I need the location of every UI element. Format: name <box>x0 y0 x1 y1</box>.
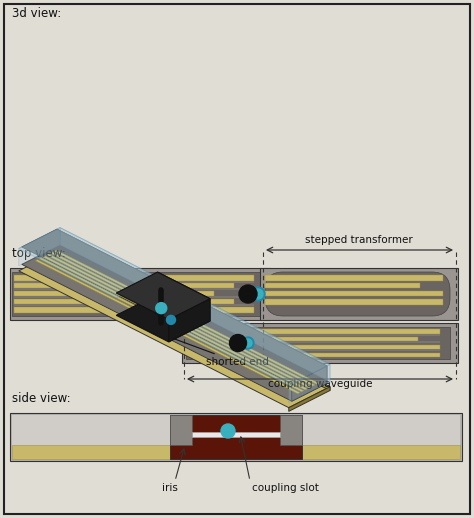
Polygon shape <box>19 227 60 266</box>
Bar <box>14 299 234 304</box>
Circle shape <box>156 303 167 313</box>
Text: coupling waveguide: coupling waveguide <box>268 379 372 389</box>
Polygon shape <box>116 294 210 342</box>
Circle shape <box>244 339 252 347</box>
Circle shape <box>229 335 246 352</box>
Bar <box>14 288 254 290</box>
Polygon shape <box>292 366 327 401</box>
Bar <box>170 415 192 445</box>
Circle shape <box>251 287 265 301</box>
Polygon shape <box>46 254 311 388</box>
FancyBboxPatch shape <box>265 272 450 316</box>
Text: coupling slot: coupling slot <box>252 483 319 493</box>
Bar <box>260 268 458 320</box>
Polygon shape <box>60 227 157 294</box>
Circle shape <box>242 337 254 349</box>
Polygon shape <box>54 250 319 384</box>
Text: 3d view:: 3d view: <box>12 7 61 20</box>
Bar <box>302 415 460 459</box>
Text: side view:: side view: <box>12 392 71 405</box>
Bar <box>12 445 460 459</box>
Bar <box>188 329 440 334</box>
Polygon shape <box>116 272 210 320</box>
Circle shape <box>253 289 263 299</box>
Polygon shape <box>169 299 210 342</box>
Bar <box>265 291 443 296</box>
Circle shape <box>221 424 235 438</box>
Bar <box>192 432 280 437</box>
Bar <box>265 283 420 288</box>
Polygon shape <box>19 227 157 298</box>
Bar <box>182 323 458 363</box>
Polygon shape <box>60 250 330 391</box>
Bar <box>14 283 234 288</box>
Bar <box>12 415 170 459</box>
Bar <box>188 341 440 343</box>
Bar <box>188 353 440 357</box>
Polygon shape <box>39 257 304 392</box>
Polygon shape <box>50 252 315 386</box>
Circle shape <box>239 285 257 303</box>
Bar <box>14 296 254 298</box>
Bar <box>170 415 302 459</box>
Bar <box>188 345 440 350</box>
Polygon shape <box>22 229 327 384</box>
Bar <box>14 307 254 313</box>
Polygon shape <box>57 229 327 383</box>
Bar <box>12 272 266 316</box>
Text: stepped transformer: stepped transformer <box>305 235 413 245</box>
Bar <box>280 415 302 445</box>
Bar <box>188 337 418 341</box>
Bar <box>188 349 440 351</box>
Bar <box>10 413 462 461</box>
Bar <box>14 291 214 296</box>
Polygon shape <box>22 247 327 401</box>
Text: shorted end: shorted end <box>155 332 269 367</box>
Bar <box>265 299 443 305</box>
Polygon shape <box>19 250 330 408</box>
Polygon shape <box>169 304 330 385</box>
Text: top view:: top view: <box>12 247 66 260</box>
Text: iris: iris <box>162 483 178 493</box>
Circle shape <box>166 315 175 324</box>
Bar <box>188 334 440 336</box>
Polygon shape <box>289 387 330 411</box>
Bar <box>10 268 270 320</box>
Polygon shape <box>210 304 330 382</box>
Bar <box>186 327 450 359</box>
Bar <box>14 304 254 306</box>
Bar <box>14 281 254 283</box>
Bar <box>265 275 443 281</box>
Polygon shape <box>289 365 330 402</box>
Polygon shape <box>157 272 210 321</box>
Polygon shape <box>35 260 300 394</box>
Bar <box>14 275 254 281</box>
Polygon shape <box>43 256 308 390</box>
